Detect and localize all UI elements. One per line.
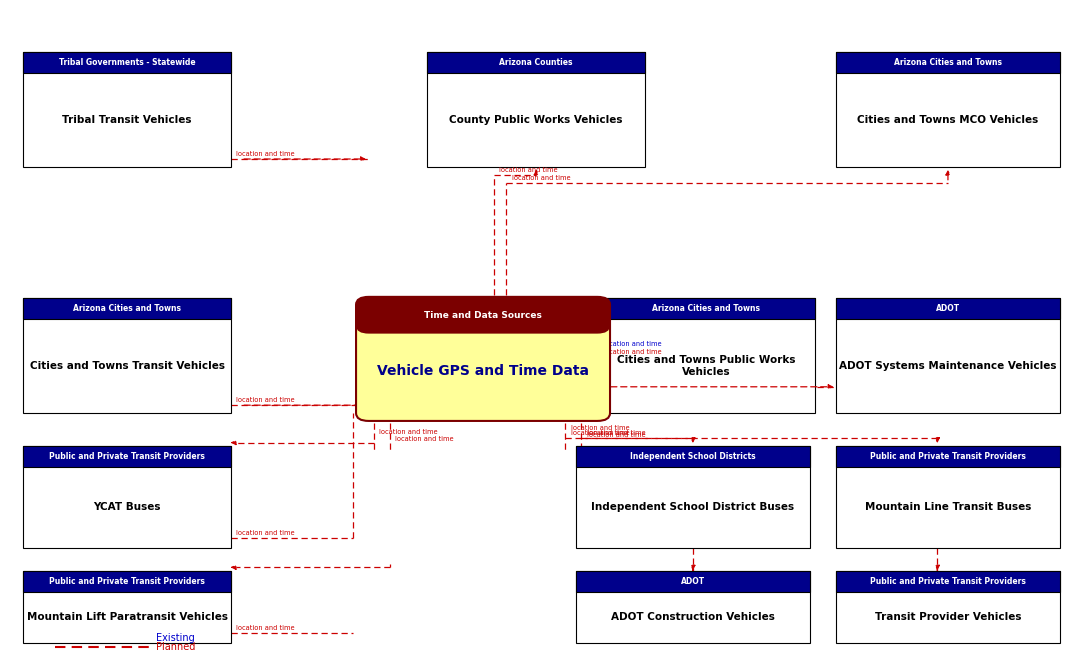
Text: Mountain Line Transit Buses: Mountain Line Transit Buses — [864, 502, 1031, 512]
FancyBboxPatch shape — [356, 297, 610, 334]
Text: Vehicle GPS and Time Data: Vehicle GPS and Time Data — [377, 364, 589, 378]
Bar — [836, 52, 1060, 73]
Text: Cities and Towns Public Works
Vehicles: Cities and Towns Public Works Vehicles — [617, 355, 795, 377]
Text: Public and Private Transit Providers: Public and Private Transit Providers — [870, 577, 1026, 586]
Bar — [24, 571, 230, 592]
Text: ADOT: ADOT — [681, 577, 705, 586]
Text: Cities and Towns MCO Vehicles: Cities and Towns MCO Vehicles — [857, 115, 1038, 125]
Bar — [576, 571, 810, 592]
Bar — [836, 446, 1060, 467]
Text: Arizona Cities and Towns: Arizona Cities and Towns — [653, 304, 760, 313]
Bar — [597, 298, 816, 319]
Text: Planned: Planned — [156, 642, 195, 653]
Text: Public and Private Transit Providers: Public and Private Transit Providers — [49, 452, 205, 461]
Bar — [24, 298, 230, 319]
Text: Mountain Lift Paratransit Vehicles: Mountain Lift Paratransit Vehicles — [26, 612, 228, 622]
Text: location and time: location and time — [512, 175, 570, 181]
Text: Arizona Cities and Towns: Arizona Cities and Towns — [894, 58, 1002, 67]
Bar — [576, 571, 810, 643]
Bar — [836, 571, 1060, 592]
Bar — [24, 446, 230, 467]
Bar — [836, 446, 1060, 547]
Text: Independent School Districts: Independent School Districts — [630, 452, 756, 461]
Text: Transit Provider Vehicles: Transit Provider Vehicles — [874, 612, 1021, 622]
Text: Cities and Towns Transit Vehicles: Cities and Towns Transit Vehicles — [29, 361, 225, 371]
Text: ADOT Construction Vehicles: ADOT Construction Vehicles — [611, 612, 774, 622]
Bar — [24, 52, 230, 73]
Bar — [427, 52, 645, 167]
Text: Independent School District Buses: Independent School District Buses — [592, 502, 795, 512]
Text: location and time: location and time — [586, 432, 645, 438]
Text: location and time: location and time — [236, 625, 294, 631]
Text: location and time: location and time — [571, 426, 629, 432]
Bar — [836, 298, 1060, 319]
FancyBboxPatch shape — [356, 297, 610, 421]
Text: location and time: location and time — [603, 349, 661, 355]
Text: Existing: Existing — [156, 634, 195, 643]
Text: location and time: location and time — [236, 530, 294, 536]
Text: location and time: location and time — [395, 436, 454, 442]
Bar — [24, 446, 230, 547]
Text: ADOT Systems Maintenance Vehicles: ADOT Systems Maintenance Vehicles — [839, 361, 1057, 371]
Bar — [24, 298, 230, 413]
Bar — [836, 298, 1060, 413]
Text: location and time: location and time — [379, 430, 438, 436]
Bar — [836, 52, 1060, 167]
Bar — [836, 571, 1060, 643]
Text: Arizona Cities and Towns: Arizona Cities and Towns — [73, 304, 181, 313]
Bar — [24, 571, 230, 643]
Text: location and time: location and time — [603, 341, 661, 347]
Text: Public and Private Transit Providers: Public and Private Transit Providers — [870, 452, 1026, 461]
Text: Tribal Governments - Statewide: Tribal Governments - Statewide — [59, 58, 195, 67]
Text: Public and Private Transit Providers: Public and Private Transit Providers — [49, 577, 205, 586]
Text: ADOT: ADOT — [936, 304, 960, 313]
Text: YCAT Buses: YCAT Buses — [93, 502, 161, 512]
Bar — [576, 446, 810, 467]
Text: Time and Data Sources: Time and Data Sources — [425, 310, 542, 320]
Text: County Public Works Vehicles: County Public Works Vehicles — [450, 115, 623, 125]
Text: Tribal Transit Vehicles: Tribal Transit Vehicles — [62, 115, 192, 125]
Bar — [24, 52, 230, 167]
Bar — [427, 52, 645, 73]
Text: location and time: location and time — [586, 430, 645, 436]
Text: location and time: location and time — [236, 397, 294, 403]
Text: Arizona Counties: Arizona Counties — [500, 58, 573, 67]
Text: location and time: location and time — [571, 430, 629, 436]
Bar — [576, 446, 810, 547]
Text: location and time: location and time — [498, 167, 557, 173]
Text: location and time: location and time — [236, 151, 294, 157]
Bar — [597, 298, 816, 413]
